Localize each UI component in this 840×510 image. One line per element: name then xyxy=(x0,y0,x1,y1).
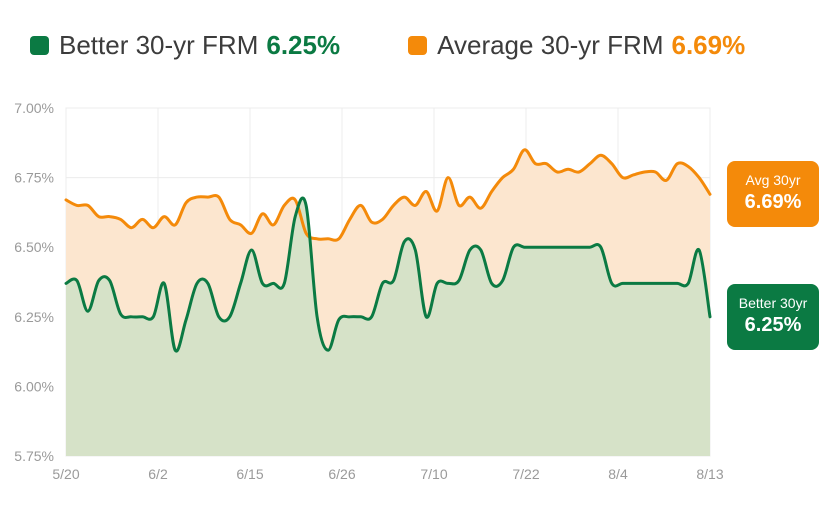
legend-average-label: Average 30-yr FRM xyxy=(437,30,664,60)
y-tick-label: 6.75% xyxy=(14,170,54,186)
average-series-line xyxy=(64,148,712,242)
y-tick-label: 6.50% xyxy=(14,239,54,255)
avg-badge-label: Avg 30yr xyxy=(745,172,801,188)
legend-better-label: Better 30-yr FRM xyxy=(59,30,259,60)
x-tick-label: 6/26 xyxy=(328,466,355,482)
better-series-line xyxy=(64,196,712,353)
green-square-icon xyxy=(30,36,49,55)
better-rate-badge: Better 30yr 6.25% xyxy=(727,284,819,350)
x-tick-label: 6/15 xyxy=(236,466,263,482)
y-tick-label: 5.75% xyxy=(14,448,54,464)
chart-legend: Better 30-yr FRM 6.25% Average 30-yr FRM… xyxy=(30,30,745,61)
x-tick-label: 7/22 xyxy=(512,466,539,482)
better-series-area xyxy=(66,197,710,456)
x-tick-label: 8/13 xyxy=(696,466,723,482)
y-tick-label: 7.00% xyxy=(14,100,54,116)
legend-average: Average 30-yr FRM 6.69% xyxy=(408,30,745,61)
y-tick-label: 6.00% xyxy=(14,378,54,394)
better-badge-value: 6.25% xyxy=(744,314,802,336)
x-tick-label: 8/4 xyxy=(608,466,628,482)
x-tick-label: 6/2 xyxy=(148,466,168,482)
legend-better: Better 30-yr FRM 6.25% xyxy=(30,30,340,61)
better-badge-label: Better 30yr xyxy=(738,295,808,311)
avg-badge-value: 6.69% xyxy=(744,191,802,213)
avg-rate-badge: Avg 30yr 6.69% xyxy=(727,161,819,227)
x-tick-label: 7/10 xyxy=(420,466,447,482)
x-tick-label: 5/20 xyxy=(52,466,79,482)
legend-average-value: 6.69% xyxy=(671,30,746,60)
orange-square-icon xyxy=(408,36,428,55)
y-tick-label: 6.25% xyxy=(14,309,54,325)
legend-better-value: 6.25% xyxy=(266,30,341,60)
